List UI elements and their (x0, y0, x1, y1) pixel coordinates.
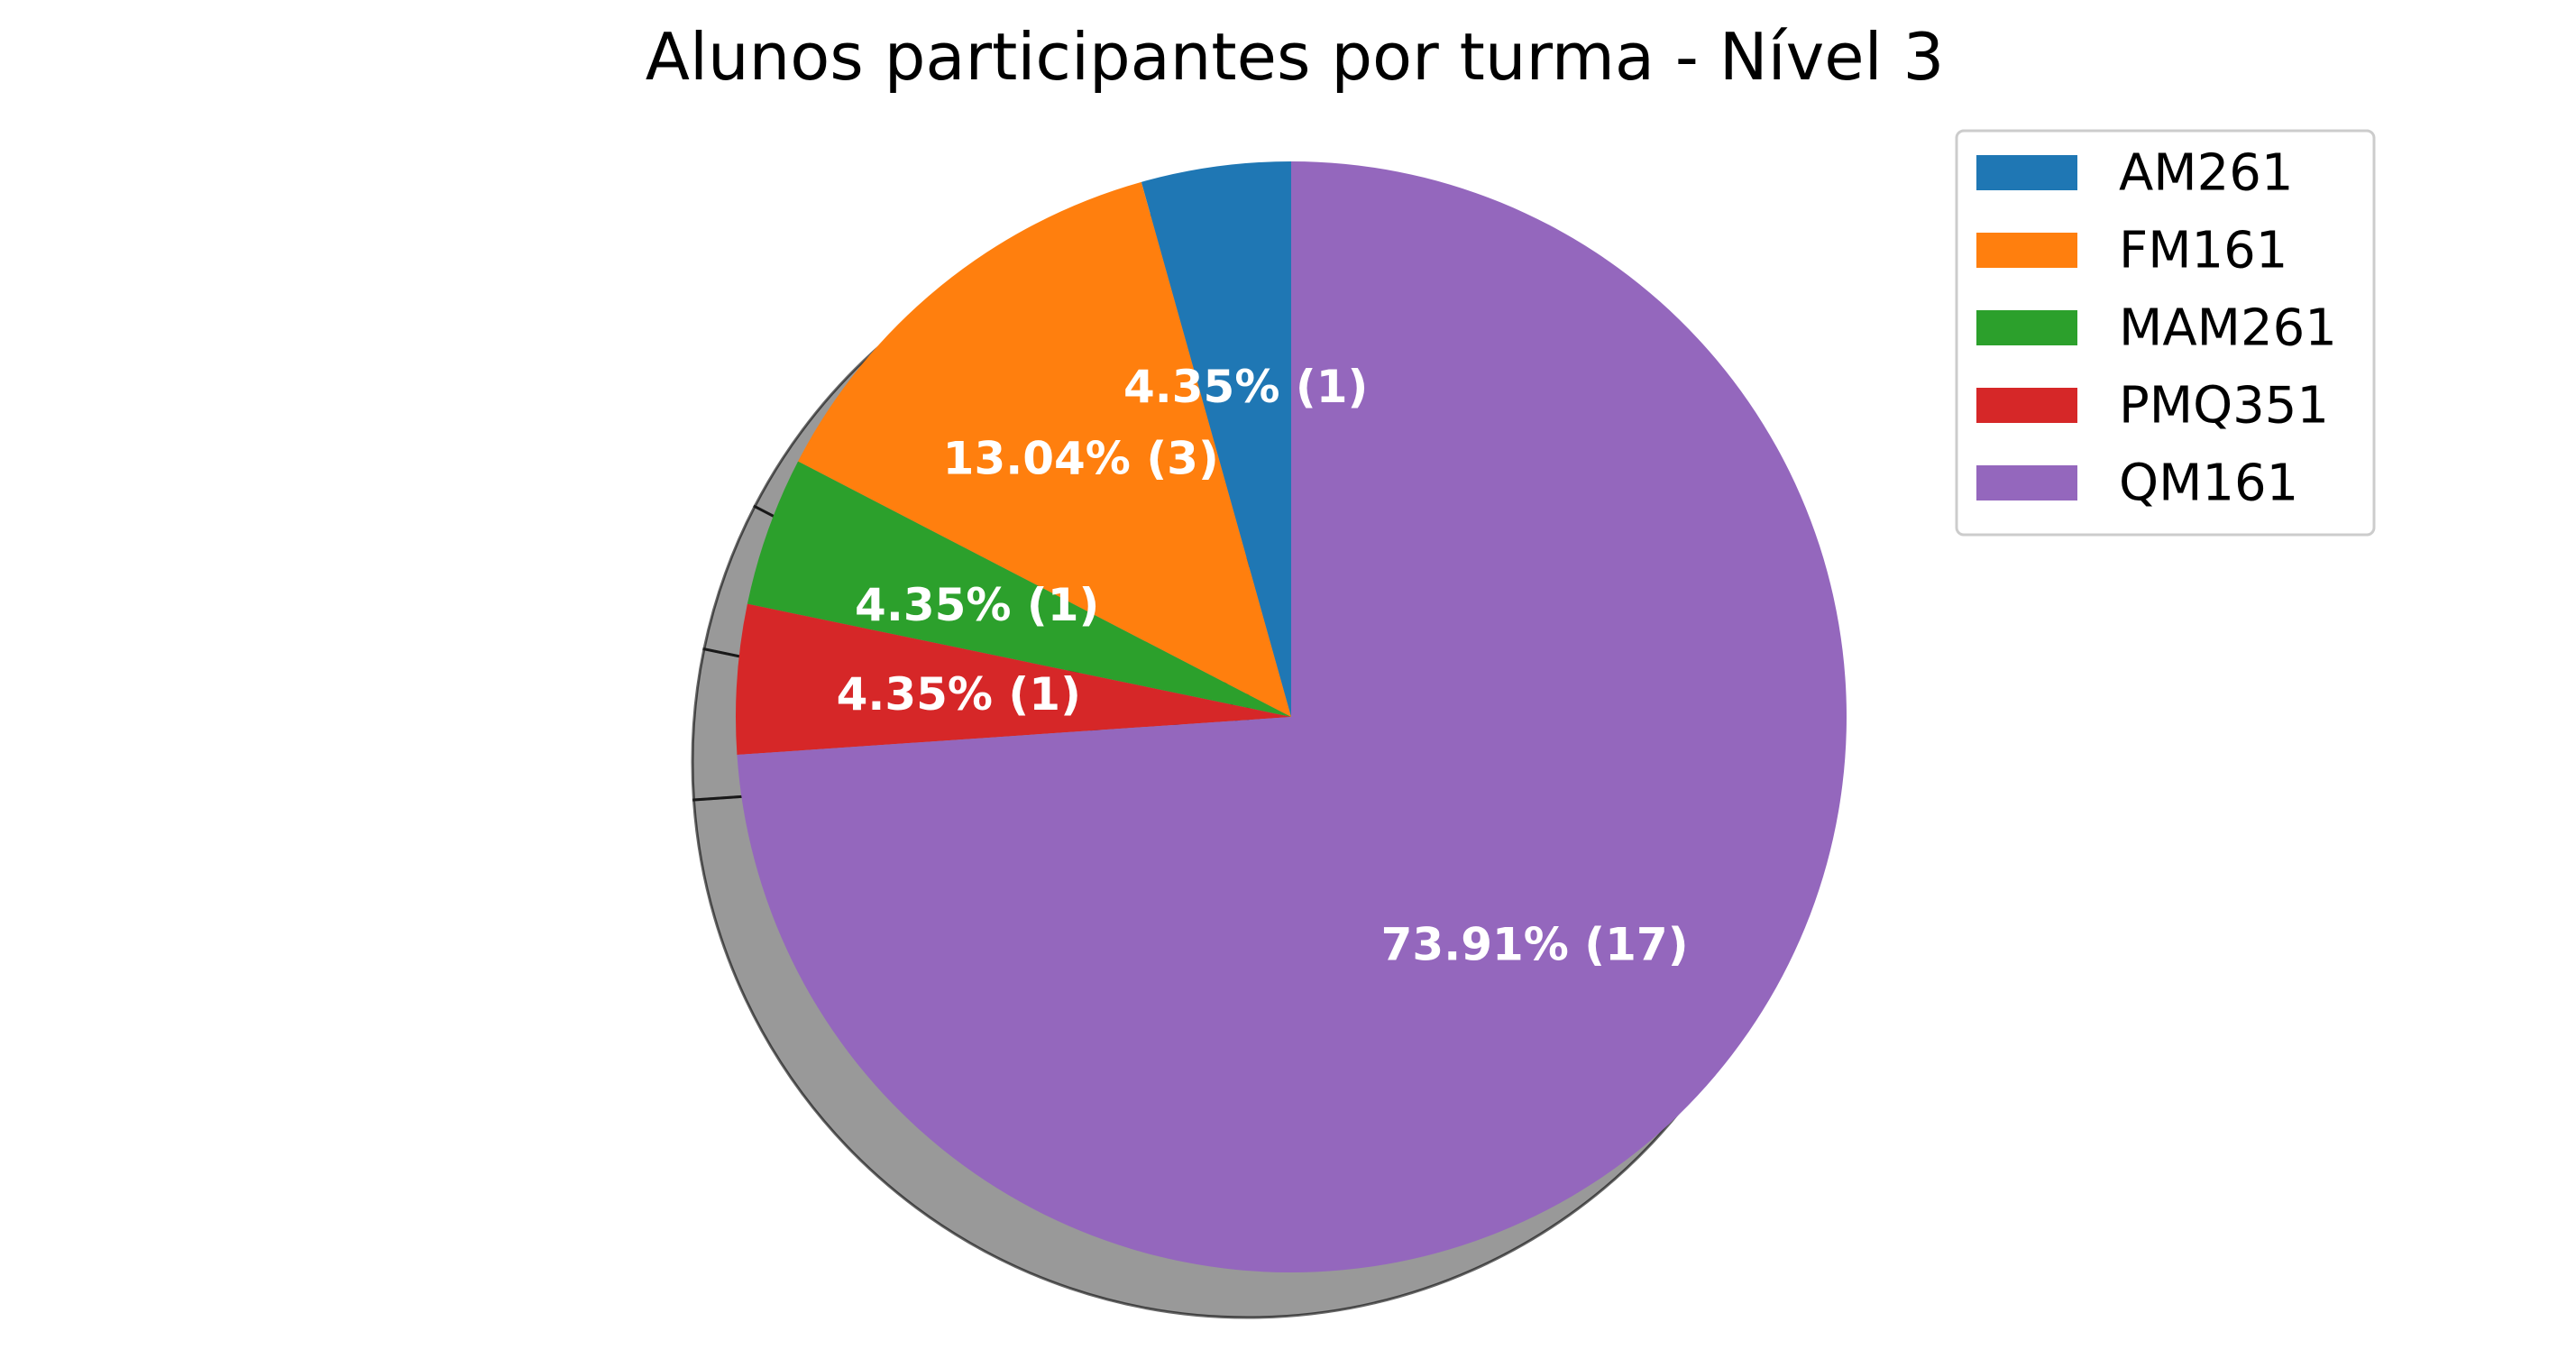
pie-labels: 4.35% (1) 13.04% (3) 4.35% (1) 4.35% (1) 73.… (837, 361, 1689, 970)
pie-slice-am261 (1141, 161, 1291, 717)
pie-label-fm161: 13.04% (3) (943, 432, 1219, 484)
pie-slice-qm161 (737, 161, 1847, 1273)
legend-frame (1955, 129, 2376, 537)
legend-swatch-pmq351 (1976, 388, 2077, 423)
chart-title: Alunos participantes por turma - Nível 3 (646, 19, 1945, 95)
pie-slices (736, 161, 1847, 1273)
legend-swatch-fm161 (1976, 233, 2077, 268)
pie-label-pmq351: 4.35% (1) (837, 668, 1081, 721)
pie-label-mam261: 4.35% (1) (855, 579, 1099, 631)
legend-swatch-qm161 (1976, 465, 2077, 500)
pie-slice-pmq351 (736, 603, 1291, 756)
pie-slice-mam261 (747, 461, 1291, 717)
legend-swatch-mam261 (1976, 310, 2077, 345)
legend-label-mam261: MAM261 (2119, 299, 2337, 358)
legend-label-fm161: FM161 (2119, 222, 2287, 280)
pie-label-am261: 4.35% (1) (1123, 361, 1368, 413)
pie-slice-fm161 (798, 181, 1291, 717)
legend-label-qm161: QM161 (2119, 455, 2298, 513)
pie-label-qm161: 73.91% (17) (1381, 918, 1689, 970)
legend: AM261 FM161 MAM261 PMQ351 QM161 (1955, 129, 2376, 537)
legend-label-pmq351: PMQ351 (2119, 377, 2329, 436)
legend-label-am261: AM261 (2119, 144, 2294, 203)
legend-swatch-am261 (1976, 155, 2077, 190)
